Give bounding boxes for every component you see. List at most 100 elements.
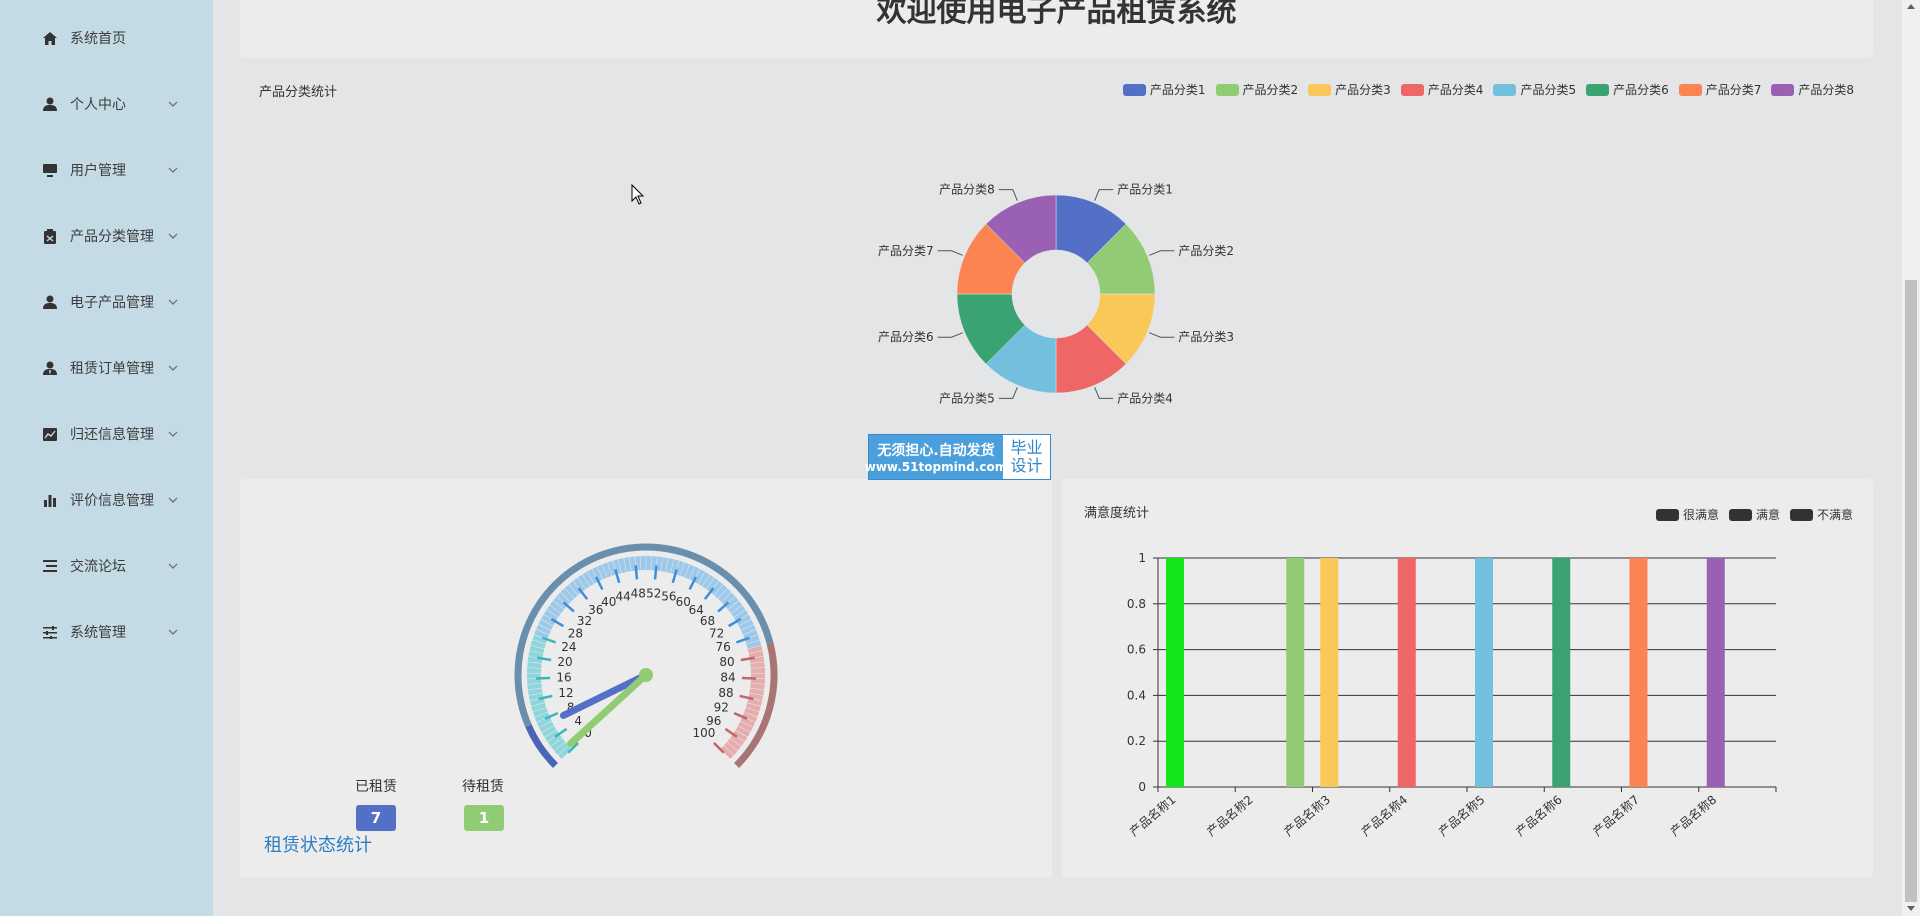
gauge-minor-tick	[560, 591, 571, 603]
legend-item[interactable]: 产品分类8	[1771, 81, 1854, 98]
gauge-minor-tick	[747, 702, 761, 707]
gauge-tick-label: 80	[719, 655, 734, 669]
legend-swatch	[1586, 83, 1610, 96]
gauge-tick-label: 36	[588, 603, 603, 617]
gauge-major-tick	[554, 727, 568, 738]
sidebar-item-returns[interactable]: 归还信息管理	[0, 414, 213, 454]
legend-item[interactable]: 产品分类3	[1308, 81, 1391, 98]
gauge-minor-tick	[717, 588, 728, 599]
sidebar-item-reviews[interactable]: 评价信息管理	[0, 480, 213, 520]
gauge-major-tick	[739, 694, 754, 701]
legend-item[interactable]: 不满意	[1789, 506, 1853, 523]
scroll-down-arrow-icon[interactable]	[1907, 906, 1915, 911]
scroll-thumb[interactable]	[1905, 280, 1917, 902]
gauge-major-tick	[577, 587, 589, 600]
gauge-major-tick	[562, 601, 575, 613]
pie-label-line	[937, 250, 963, 256]
pie-slice-label: 产品分类1	[1117, 183, 1173, 197]
legend-swatch	[1400, 83, 1424, 96]
legend-item[interactable]: 满意	[1728, 506, 1780, 523]
gauge-minor-tick	[550, 737, 563, 747]
gauge-minor-tick	[527, 667, 542, 669]
bar-chart-legend[interactable]: 很满意 满意 不满意	[1646, 506, 1853, 523]
gauge-minor-tick	[702, 574, 711, 587]
pie-slice-label: 产品分类2	[1178, 244, 1234, 258]
gauge-tick-label: 56	[661, 589, 676, 603]
gauge-minor-tick	[531, 702, 545, 707]
gauge-tick-label: 16	[556, 671, 571, 685]
bar	[1320, 558, 1339, 787]
gauge-major-tick	[594, 576, 604, 591]
pie-chart: 产品分类1 产品分类2 产品分类3 产品分类4 产品分类5 产品分类6 产品分类7 产品分类8	[878, 183, 1234, 406]
gauge-major-tick	[614, 569, 621, 584]
gauge-minor-tick	[737, 725, 751, 733]
gauge-minor-tick	[546, 609, 559, 618]
pie-slice-label: 产品分类6	[878, 330, 934, 344]
gauge-minor-tick	[581, 574, 590, 587]
gauge-minor-tick	[607, 562, 613, 576]
gauge-minor-tick	[586, 571, 595, 584]
pie-chart-title: 产品分类统计	[259, 85, 338, 100]
gauge-tick-label: 40	[601, 595, 616, 609]
sidebar-item-products[interactable]: 电子产品管理	[0, 282, 213, 322]
sidebar-item-system[interactable]: 系统管理	[0, 612, 213, 652]
gauge-minor-tick	[554, 741, 566, 752]
rented-count-badge: 7	[356, 805, 396, 831]
sidebar-item-users[interactable]: 用户管理	[0, 150, 213, 190]
gauge-major-tick	[740, 656, 755, 662]
pie-chart-legend[interactable]: 产品分类1 产品分类2 产品分类3 产品分类4 产品分类5 产品分类6 产品分类7 产品分类8	[1113, 81, 1854, 98]
sidebar-item-label: 系统管理	[70, 625, 126, 641]
legend-item[interactable]: 产品分类4	[1400, 81, 1483, 98]
bar	[1706, 558, 1725, 787]
gauge-minor-tick	[670, 559, 675, 573]
gauge-minor-tick	[738, 619, 752, 627]
gauge-minor-tick	[577, 577, 586, 590]
sidebar-item-category[interactable]: 产品分类管理	[0, 216, 213, 256]
chevron-down-icon	[168, 365, 178, 371]
legend-item[interactable]: 产品分类7	[1678, 81, 1761, 98]
gauge-minor-tick	[746, 639, 760, 645]
gauge-major-tick	[735, 636, 750, 644]
gauge-minor-tick	[540, 619, 554, 627]
legend-item[interactable]: 产品分类2	[1215, 81, 1298, 98]
sidebar-item-home[interactable]: 系统首页	[0, 18, 213, 58]
legend-item[interactable]: 很满意	[1655, 506, 1719, 523]
gauge-minor-tick	[727, 600, 740, 610]
gauge-major-tick	[727, 617, 742, 628]
pie-slice-label: 产品分类5	[939, 391, 995, 405]
sidebar-item-label: 系统首页	[70, 31, 126, 47]
gauge-minor-tick	[623, 558, 627, 572]
gauge-tick-label: 64	[689, 603, 704, 617]
legend-item[interactable]: 产品分类6	[1586, 81, 1669, 98]
legend-swatch	[1771, 83, 1795, 96]
sidebar-item-profile[interactable]: 个人中心	[0, 84, 213, 124]
sidebar-item-label: 归还信息管理	[70, 427, 154, 443]
pie-slice-label: 产品分类4	[1117, 391, 1173, 405]
legend-item[interactable]: 产品分类5	[1493, 81, 1576, 98]
satisfaction-card: 满意度统计 很满意 满意 不满意 0 0.2 0.4 0.6 0.8 1 产品名称1 产品名称2 产…	[1062, 479, 1873, 878]
legend-label: 产品分类1	[1149, 83, 1206, 97]
chevron-down-icon	[168, 563, 178, 569]
legend-item[interactable]: 产品分类1	[1122, 81, 1206, 98]
gauge-minor-tick	[726, 741, 738, 752]
sidebar-item-orders[interactable]: 租赁订单管理	[0, 348, 213, 388]
gauge-minor-tick	[697, 571, 706, 584]
gauge-major-tick	[550, 617, 565, 628]
gauge-minor-tick	[541, 725, 555, 733]
gauge-minor-tick	[684, 564, 691, 578]
pie-slice-label: 产品分类3	[1178, 330, 1234, 344]
gauge-minor-tick	[750, 687, 765, 691]
gauge-minor-tick	[679, 562, 685, 576]
pie-label-line	[998, 387, 1018, 399]
scroll-up-arrow-icon[interactable]	[1907, 4, 1915, 9]
legend-swatch	[1122, 83, 1146, 96]
legend-swatch	[1655, 508, 1679, 521]
gauge-tick-label: 96	[706, 714, 721, 728]
bar-y-tick-label: 0.4	[1127, 688, 1146, 702]
gauge-tick-label: 88	[718, 686, 733, 700]
gauge-minor-tick	[750, 682, 765, 685]
page-scrollbar[interactable]	[1902, 0, 1920, 916]
gauge-minor-tick	[568, 584, 579, 596]
sidebar-item-forum[interactable]: 交流论坛	[0, 546, 213, 586]
home-icon	[42, 30, 58, 46]
